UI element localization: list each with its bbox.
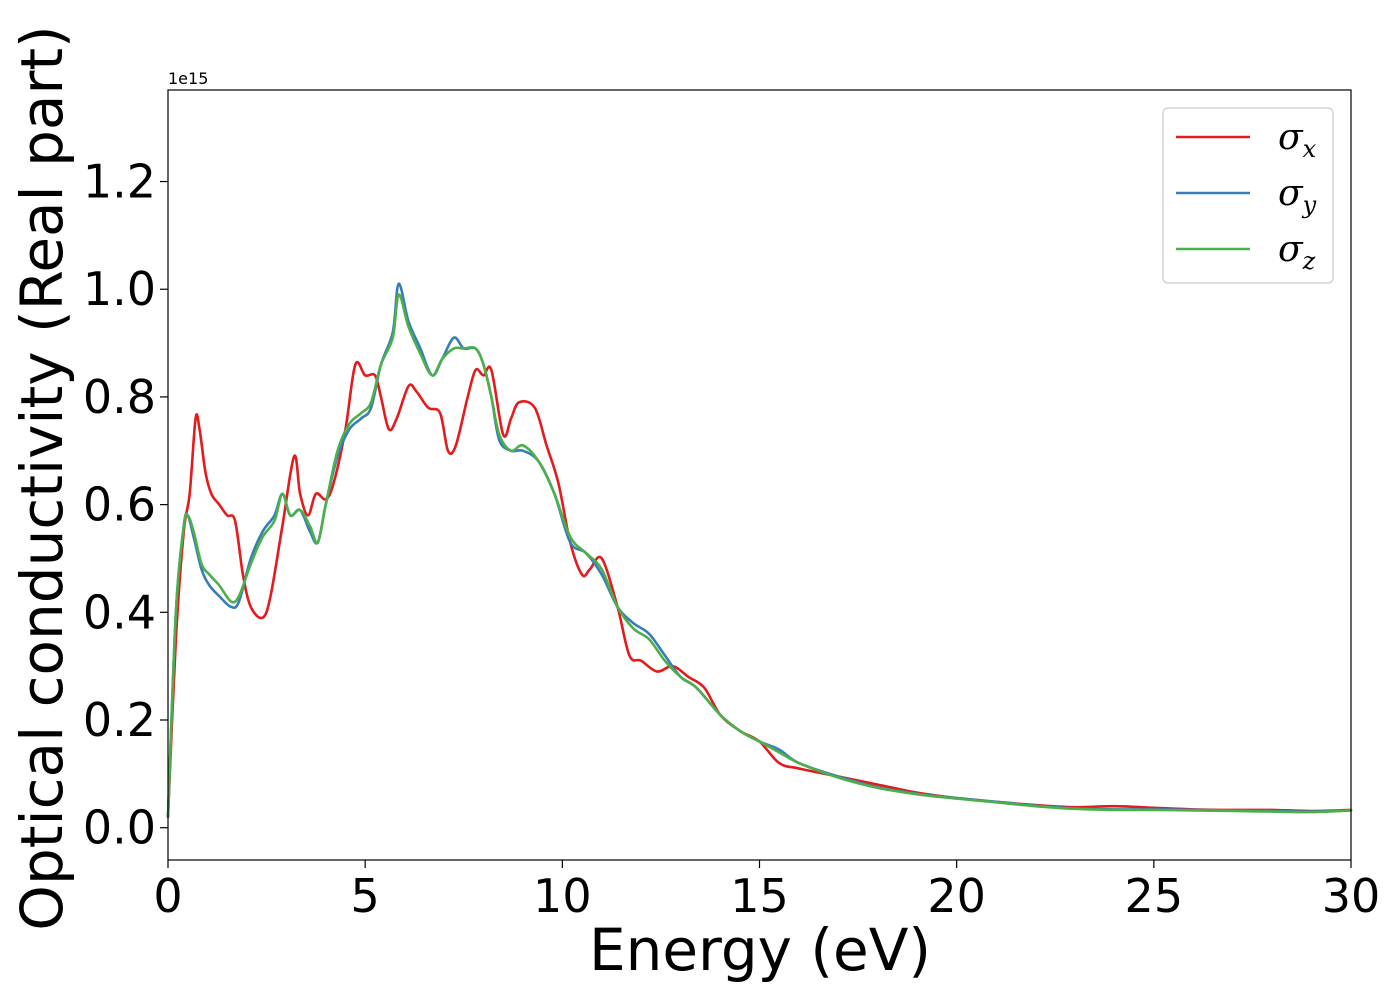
series-line-x <box>166 360 1353 819</box>
y-axis-title: Optical conductivity (Real part) <box>8 25 76 930</box>
y-offset-label: 1e15 <box>168 69 208 88</box>
y-tick-label: 1.0 <box>83 262 156 316</box>
y-axis: 0.0 0.2 0.4 0.6 0.8 1.0 1.2 <box>83 155 168 855</box>
x-tick-label: 0 <box>153 869 182 923</box>
x-axis-title: Energy (eV) <box>589 916 931 984</box>
x-tick-label: 25 <box>1125 869 1184 923</box>
x-tick-label: 20 <box>927 869 986 923</box>
x-axis: 0 5 10 15 20 25 30 <box>153 860 1380 923</box>
y-tick-label: 0.0 <box>83 801 156 855</box>
series-line-z <box>166 293 1353 819</box>
x-tick-label: 30 <box>1322 869 1381 923</box>
x-tick-label: 15 <box>730 869 789 923</box>
x-tick-label: 10 <box>533 869 592 923</box>
y-tick-label: 0.8 <box>83 370 156 424</box>
y-tick-label: 0.4 <box>83 585 156 639</box>
series-layer <box>166 282 1353 819</box>
legend-frame <box>1162 107 1334 284</box>
y-tick-label: 0.2 <box>83 693 156 747</box>
y-tick-label: 1.2 <box>83 155 156 209</box>
y-tick-label: 0.6 <box>83 478 156 532</box>
x-tick-label: 5 <box>351 869 380 923</box>
